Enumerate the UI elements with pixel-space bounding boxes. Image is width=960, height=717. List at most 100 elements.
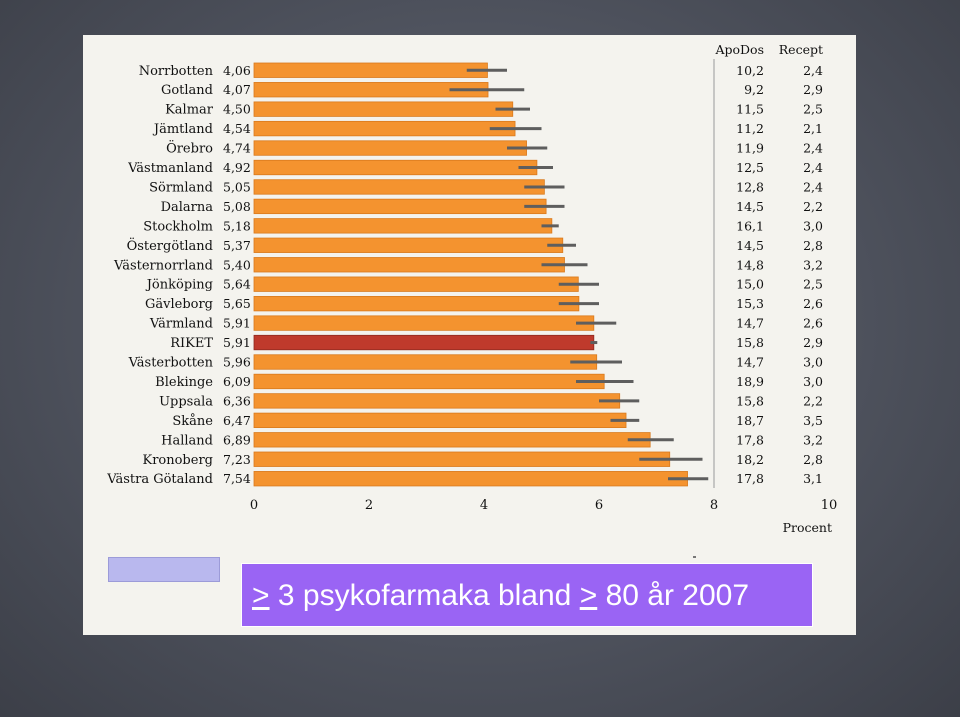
bar [253, 373, 605, 390]
stray-mark [693, 556, 696, 558]
value-label: 5,91 [223, 335, 251, 350]
bar [253, 451, 671, 467]
value-label: 5,91 [223, 316, 251, 331]
value-label: 4,74 [223, 141, 251, 156]
value-label: 5,37 [223, 238, 251, 253]
column-value-apodos: 16,1 [736, 218, 764, 233]
column-value-apodos: 12,8 [736, 179, 764, 194]
bar-riket [253, 334, 595, 351]
column-value-recept: 2,4 [803, 160, 823, 175]
column-value-apodos: 14,5 [736, 238, 764, 253]
category-label: Sörmland [149, 180, 213, 195]
category-label: Jönköping [145, 278, 213, 293]
column-value-recept: 2,2 [803, 199, 823, 214]
column-value-recept: 2,5 [803, 102, 823, 117]
value-label: 5,40 [223, 257, 251, 272]
column-value-recept: 2,6 [803, 316, 823, 331]
bar [253, 432, 651, 448]
x-tick-label: 2 [365, 498, 373, 513]
bar-chart: ApoDos Recept Norrbotten 4,06 10,2 2,4 Gotland… [106, 42, 838, 535]
column-value-recept: 3,2 [803, 432, 823, 447]
category-label: Dalarna [161, 200, 214, 215]
column-value-apodos: 17,8 [736, 432, 764, 447]
column-value-recept: 3,0 [803, 218, 823, 233]
column-value-recept: 2,9 [803, 82, 823, 97]
column-value-apodos: 18,7 [736, 413, 764, 428]
column-value-apodos: 15,0 [736, 277, 764, 292]
category-label: Uppsala [159, 394, 213, 409]
category-label: RIKET [170, 336, 213, 351]
column-value-recept: 2,4 [803, 141, 823, 156]
column-value-apodos: 15,8 [736, 393, 764, 408]
column-value-apodos: 12,5 [736, 160, 764, 175]
category-label: Kalmar [165, 103, 214, 118]
category-label: Västmanland [127, 161, 213, 176]
caption-text-2: 80 år 2007 [597, 579, 750, 612]
bar [253, 179, 545, 195]
category-label: Örebro [166, 140, 213, 157]
caption-ge-symbol-1: > [252, 579, 270, 612]
column-value-apodos: 17,8 [736, 471, 764, 486]
category-label: Östergötland [127, 237, 213, 254]
category-label: Halland [161, 433, 213, 448]
bar [253, 315, 595, 331]
bar [253, 295, 580, 312]
bar [253, 471, 688, 487]
value-label: 5,65 [223, 296, 251, 311]
bar [253, 218, 553, 234]
bar [253, 198, 547, 215]
category-label: Västernorrland [113, 258, 213, 273]
bar [253, 354, 598, 370]
value-label: 5,05 [223, 179, 251, 194]
column-header-recept: Recept [779, 42, 823, 57]
column-value-recept: 3,1 [803, 471, 823, 486]
category-label: Kronoberg [142, 453, 213, 468]
category-label: Gotland [161, 83, 213, 98]
category-label: Västra Götaland [106, 472, 213, 487]
column-value-apodos: 14,7 [736, 355, 764, 370]
column-value-apodos: 11,9 [736, 141, 764, 156]
value-label: 6,09 [223, 374, 251, 389]
category-label: Gävleborg [145, 297, 213, 312]
value-label: 4,92 [223, 160, 251, 175]
category-label: Jämtland [152, 122, 213, 137]
value-label: 6,36 [223, 393, 251, 408]
x-tick-label: 8 [710, 498, 718, 513]
value-label: 4,54 [223, 121, 251, 136]
bar [253, 101, 514, 117]
column-value-recept: 2,9 [803, 335, 823, 350]
value-label: 5,08 [223, 199, 251, 214]
column-value-recept: 2,2 [803, 393, 823, 408]
category-label: Västerbotten [128, 356, 214, 371]
bar [253, 159, 538, 176]
bar [253, 140, 527, 156]
column-value-apodos: 14,5 [736, 199, 764, 214]
bar [253, 237, 564, 253]
category-label: Värmland [149, 317, 213, 332]
column-value-recept: 2,8 [803, 238, 823, 253]
value-label: 4,07 [223, 82, 251, 97]
column-value-recept: 3,5 [803, 413, 823, 428]
value-label: 7,23 [223, 452, 251, 467]
column-value-apodos: 9,2 [744, 82, 764, 97]
bar [253, 120, 516, 137]
column-value-recept: 2,4 [803, 179, 823, 194]
value-label: 6,47 [223, 413, 251, 428]
bar [253, 62, 488, 78]
value-label: 7,54 [223, 471, 251, 486]
bar [253, 412, 627, 429]
column-header-apodos: ApoDos [714, 42, 764, 57]
bar [253, 257, 565, 273]
column-value-recept: 2,1 [803, 121, 823, 136]
x-tick-label: 4 [480, 498, 488, 513]
column-value-recept: 3,2 [803, 257, 823, 272]
x-tick-label: 0 [250, 498, 258, 513]
column-value-apodos: 18,2 [736, 452, 764, 467]
x-tick-label: 10 [821, 498, 838, 513]
chart-panel: ApoDos Recept Norrbotten 4,06 10,2 2,4 Gotland… [83, 35, 856, 635]
value-label: 4,50 [223, 102, 251, 117]
column-value-recept: 2,4 [803, 63, 823, 78]
column-value-recept: 2,5 [803, 277, 823, 292]
category-label: Blekinge [155, 375, 213, 390]
column-value-apodos: 14,7 [736, 316, 764, 331]
